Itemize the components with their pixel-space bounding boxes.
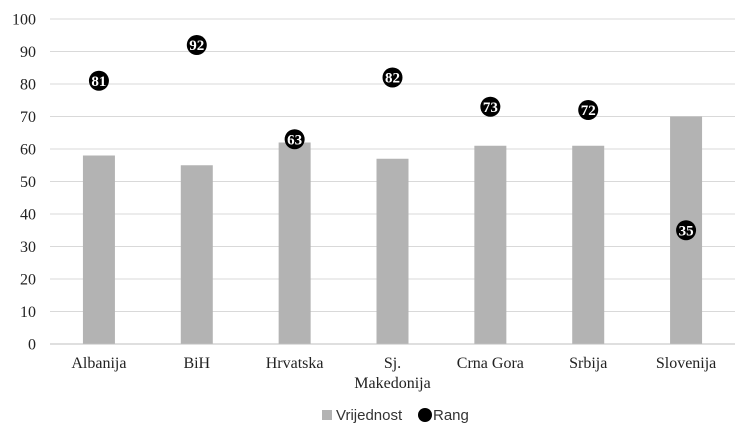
y-axis-ticks: 0 10 20 30 40 50 60 70 80 90 100 bbox=[12, 12, 36, 354]
rank-point bbox=[480, 96, 501, 117]
rank-point bbox=[88, 70, 109, 91]
y-tick-label: 80 bbox=[20, 77, 36, 94]
rank-data-label: 92 bbox=[189, 38, 204, 54]
y-tick-label: 40 bbox=[20, 207, 36, 224]
legend-marker-rang bbox=[418, 408, 432, 422]
x-tick-label: BiH bbox=[183, 355, 210, 372]
x-axis-labels: Albanija BiH Hrvatska Sj. Makedonija Crna Gor… bbox=[71, 355, 716, 392]
legend-label-rang: Rang bbox=[433, 407, 469, 424]
rank-data-label: 35 bbox=[679, 223, 694, 239]
legend-swatch-vrijednost bbox=[322, 410, 332, 420]
y-tick-label: 20 bbox=[20, 272, 36, 289]
rank-point bbox=[284, 129, 305, 150]
y-tick-label: 70 bbox=[20, 109, 36, 126]
x-tick-label: Crna Gora bbox=[457, 355, 524, 372]
bar-vrijednost bbox=[180, 165, 213, 344]
y-tick-label: 100 bbox=[12, 12, 36, 29]
rank-series: 81 92 63 82 73 72 35 bbox=[88, 35, 697, 241]
x-tick-label: Slovenija bbox=[656, 355, 716, 372]
rank-data-label: 73 bbox=[483, 100, 498, 116]
rank-point bbox=[676, 220, 697, 241]
bar-vrijednost bbox=[278, 142, 311, 344]
bar-series bbox=[82, 116, 703, 344]
rank-data-label: 82 bbox=[385, 71, 400, 87]
y-tick-label: 50 bbox=[20, 174, 36, 191]
x-tick-label: Albanija bbox=[71, 355, 126, 372]
bar-vrijednost bbox=[376, 158, 409, 344]
y-tick-label: 0 bbox=[28, 337, 36, 354]
bar-vrijednost bbox=[572, 145, 605, 344]
rank-data-label: 81 bbox=[91, 74, 106, 90]
rank-point bbox=[186, 35, 207, 55]
legend: Vrijednost Rang bbox=[322, 407, 469, 424]
x-tick-label: Srbija bbox=[569, 355, 607, 372]
y-tick-label: 90 bbox=[20, 44, 36, 61]
bar-vrijednost bbox=[82, 155, 115, 344]
x-tick-label: Sj. Makedonija bbox=[354, 355, 430, 392]
y-tick-label: 30 bbox=[20, 239, 36, 256]
rank-data-label: 72 bbox=[581, 103, 596, 119]
y-tick-label: 60 bbox=[20, 142, 36, 159]
bar-vrijednost bbox=[474, 145, 507, 344]
y-tick-label: 10 bbox=[20, 304, 36, 321]
x-tick-label: Hrvatska bbox=[266, 355, 324, 372]
rank-data-label: 63 bbox=[287, 132, 302, 148]
legend-label-vrijednost: Vrijednost bbox=[336, 407, 403, 424]
rank-point bbox=[578, 100, 599, 120]
rank-point bbox=[382, 67, 403, 88]
